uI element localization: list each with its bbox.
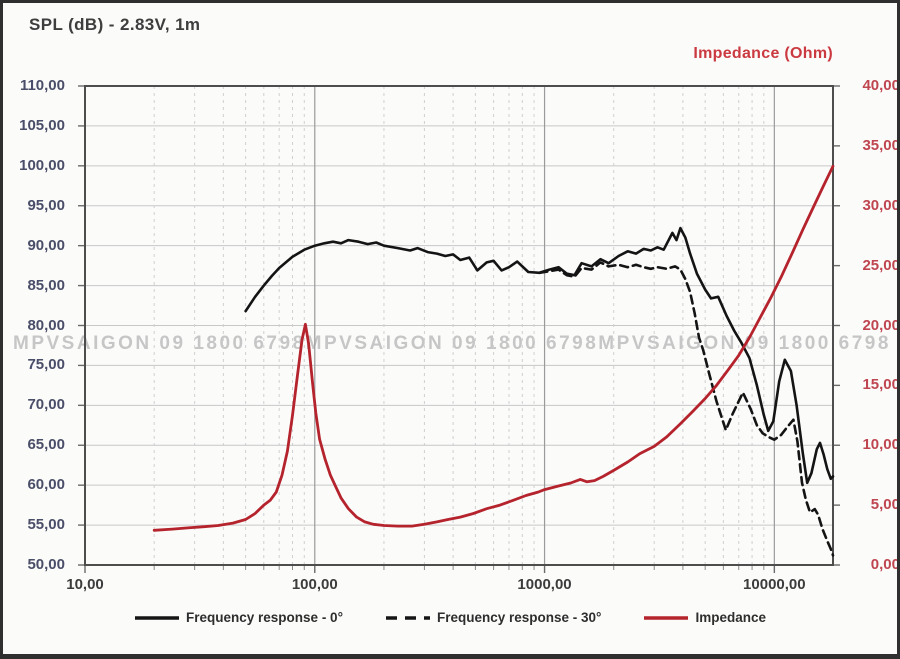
legend-swatch-impedance-icon	[644, 615, 689, 620]
chart-title-impedance: Impedance (Ohm)	[693, 45, 833, 62]
legend-swatch-solid-icon	[135, 615, 180, 620]
impedance-curve	[152, 164, 835, 532]
legend-item-fr0: Frequency response - 0°	[134, 610, 343, 625]
plot-border	[84, 85, 834, 566]
legend-label-fr30: Frequency response - 30°	[436, 610, 602, 625]
legend-swatch-dashed-icon	[385, 615, 430, 620]
legend-label-fr0: Frequency response - 0°	[186, 610, 343, 625]
legend-item-fr30: Frequency response - 30°	[385, 610, 601, 625]
watermark-text: MPVSAIGON 09 1800 6798	[598, 333, 891, 354]
legend-label-impedance: Impedance	[695, 610, 766, 625]
chart-canvas	[78, 85, 840, 573]
frequency-response-0-curve	[244, 226, 835, 485]
legend-item-impedance: Impedance	[643, 610, 766, 625]
watermark-text: MPVSAIGON 09 1800 6798	[305, 333, 599, 354]
legend: Frequency response - 0° Frequency respon…	[3, 610, 897, 625]
chart-title-spl: SPL (dB) - 2.83V, 1m	[29, 15, 201, 34]
frequency-response-30-curve	[538, 261, 835, 557]
